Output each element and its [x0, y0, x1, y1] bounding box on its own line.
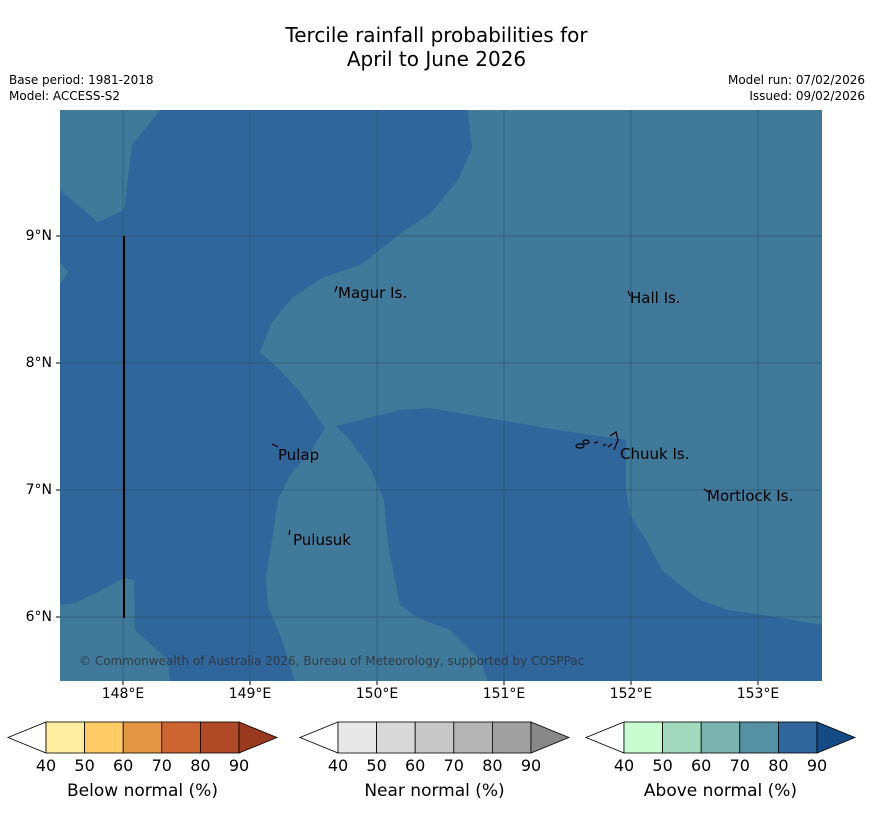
colorbar-low-extend — [584, 721, 625, 754]
graticule — [60, 110, 822, 681]
lon-label-152e: 152°E — [609, 686, 653, 702]
above-70-region-west-edge — [60, 262, 68, 284]
colorbar-title: Below normal (%) — [67, 781, 218, 801]
colorbar-tick-label: 40 — [613, 756, 635, 775]
colorbar-segment — [199, 721, 240, 754]
place-label-mortlock: Mortlock Is. — [707, 487, 793, 505]
colorbar-segment — [491, 721, 532, 754]
colorbar-tick-label: 60 — [405, 756, 426, 775]
colorbar-1 — [6, 721, 279, 754]
place-label-pulap: Pulap — [278, 446, 319, 464]
colorbar-segment — [414, 721, 455, 754]
colorbar-segment — [778, 721, 818, 754]
map-title-line2: April to June 2026 — [346, 47, 527, 71]
colorbar-segment — [84, 721, 124, 754]
colorbar-low-extend — [6, 721, 47, 754]
place-label-hall: Hall Is. — [630, 289, 681, 307]
magur-island-shape — [334, 285, 338, 293]
lon-label-148e: 148°E — [101, 686, 145, 702]
axis-ticks — [56, 235, 759, 685]
place-label-pulusuk: Pulusuk — [293, 531, 351, 549]
place-label-chuuk: Chuuk Is. — [620, 445, 689, 463]
colorbar-tick-label: 50 — [366, 756, 387, 775]
colorbar-high-extend — [238, 721, 279, 754]
colorbar-2 — [298, 721, 571, 754]
above-70-region-northwest — [60, 110, 160, 222]
base-period: Base period: 1981-2018 — [9, 73, 154, 87]
chuuk-lagoon-shape — [575, 431, 619, 451]
colorbar-low-extend — [298, 721, 339, 754]
lat-label-9n: 9°N — [25, 228, 52, 244]
above-70-region-central — [260, 110, 822, 625]
colorbar-tick-label: 50 — [652, 756, 673, 775]
pulusuk-island-shape — [288, 529, 291, 536]
above-70-region-southwest — [60, 578, 170, 681]
colorbar-tick-label: 50 — [74, 756, 95, 775]
colorbar-segment — [700, 721, 741, 754]
model-name: Model: ACCESS-S2 — [9, 89, 121, 103]
colorbar-tick-label: 90 — [228, 756, 250, 775]
colorbar-tick-label: 70 — [443, 756, 464, 775]
lon-label-151e: 151°E — [482, 686, 526, 702]
place-label-magur: Magur Is. — [338, 284, 407, 302]
colorbar-segment — [376, 721, 416, 754]
colorbar-tick-label: 90 — [520, 756, 542, 775]
colorbar-segment — [45, 721, 85, 754]
colorbar-tick-label: 60 — [691, 756, 712, 775]
colorbar-tick-label: 90 — [806, 756, 828, 775]
colorbar-segment — [662, 721, 702, 754]
colorbar-tick-label: 70 — [729, 756, 750, 775]
lat-label-7n: 7°N — [25, 482, 52, 498]
colorbar-segment — [337, 721, 377, 754]
colorbar-segment — [122, 721, 163, 754]
colorbar-tick-label: 80 — [190, 756, 211, 775]
colorbar-segment — [739, 721, 779, 754]
colorbar-segment — [623, 721, 663, 754]
pulap-island-shape — [271, 443, 279, 448]
colorbar-tick-label: 40 — [327, 756, 349, 775]
island-shapes — [271, 285, 709, 536]
colorbar-tick-label: 60 — [113, 756, 134, 775]
map-title-line1: Tercile rainfall probabilities for — [285, 23, 588, 47]
mortlock-island-shape — [703, 488, 709, 493]
colorbar-tick-label: 80 — [482, 756, 503, 775]
colorbar-title: Above normal (%) — [643, 781, 798, 801]
copyright-notice: © Commonwealth of Australia 2026, Bureau… — [79, 654, 584, 668]
hall-island-shape — [627, 290, 631, 297]
lon-label-150e: 150°E — [355, 686, 399, 702]
lat-label-6n: 6°N — [25, 609, 52, 625]
colorbar-tick-label: 40 — [35, 756, 57, 775]
colorbar-high-extend — [816, 721, 857, 754]
colorbar-legends — [6, 721, 857, 754]
colorbar-high-extend — [530, 721, 571, 754]
colorbar-tick-label: 80 — [768, 756, 789, 775]
lon-label-153e: 153°E — [736, 686, 780, 702]
probability-map: Magur Is. Hall Is. Pulap Chuuk Is. Mortl… — [60, 110, 822, 681]
lon-label-149e: 149°E — [228, 686, 272, 702]
colorbar-3 — [584, 721, 857, 754]
colorbar-tick-label: 70 — [151, 756, 172, 775]
issued-date: Issued: 09/02/2026 — [749, 89, 865, 103]
colorbar-title: Near normal (%) — [364, 781, 505, 801]
lat-label-8n: 8°N — [25, 355, 52, 371]
colorbar-segment — [161, 721, 201, 754]
model-run-date: Model run: 07/02/2026 — [727, 73, 865, 87]
colorbar-segment — [453, 721, 493, 754]
